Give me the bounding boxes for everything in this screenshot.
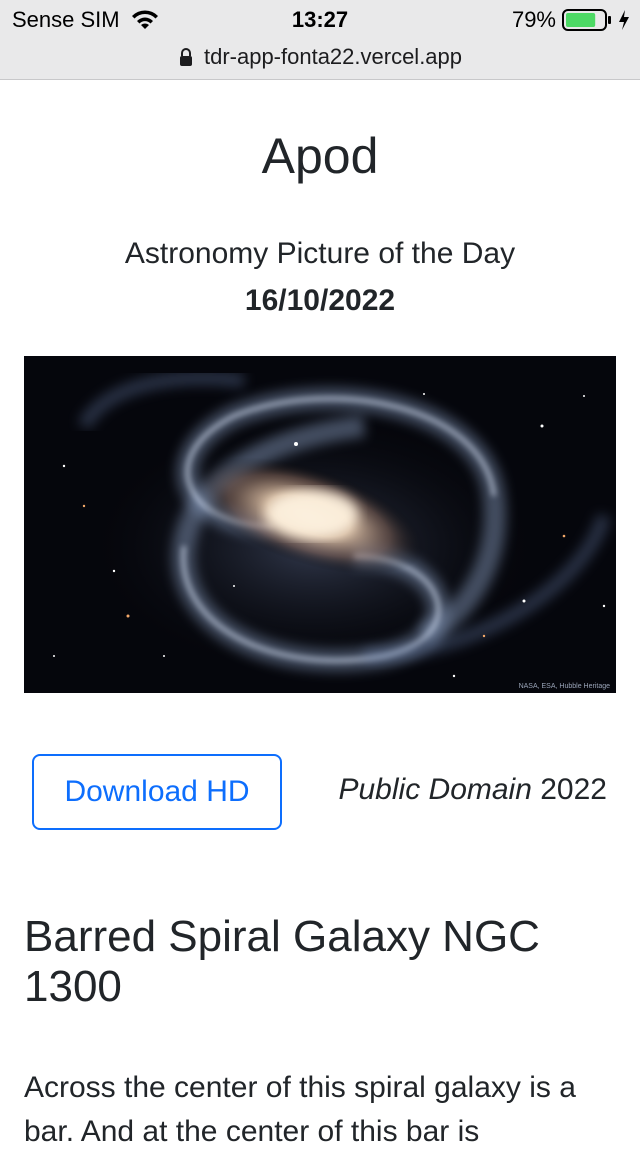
explanation-text: Across the center of this spiral galaxy … [24, 1071, 576, 1148]
battery-percent: 79% [511, 7, 556, 32]
copyright-label: Public Domain [338, 773, 532, 806]
page-title: Apod [261, 128, 379, 184]
carrier-name: Sense SIM [12, 7, 120, 32]
page-subtitle: Astronomy Picture of the Day [124, 237, 516, 270]
wifi-icon [130, 9, 160, 31]
url-text[interactable]: tdr-app-fonta22.vercel.app [203, 44, 463, 69]
download-hd-button[interactable]: Download HD [32, 754, 282, 830]
copyright-note: Public Domain 2022 [338, 772, 607, 808]
image-credit-watermark: NASA, ESA, Hubble Heritage [518, 683, 610, 690]
article-title: Barred Spiral Galaxy NGC 1300 [24, 912, 540, 1011]
browser-chrome: Sense SIM 13:27 79% [0, 0, 640, 80]
apod-image: NASA, ESA, Hubble Heritage [24, 356, 616, 693]
carrier-group: Sense SIM [12, 7, 160, 33]
status-bar: Sense SIM 13:27 79% [0, 0, 640, 40]
battery-icon [562, 8, 612, 32]
battery-group: 79% [512, 7, 630, 33]
copyright-year: 2022 [540, 773, 607, 806]
address-bar[interactable]: tdr-app-fonta22.vercel.app [0, 40, 640, 74]
galaxy-illustration [24, 356, 616, 693]
lock-icon [178, 47, 194, 67]
picture-date: 16/10/2022 [244, 284, 396, 317]
charging-bolt-icon [618, 9, 630, 31]
